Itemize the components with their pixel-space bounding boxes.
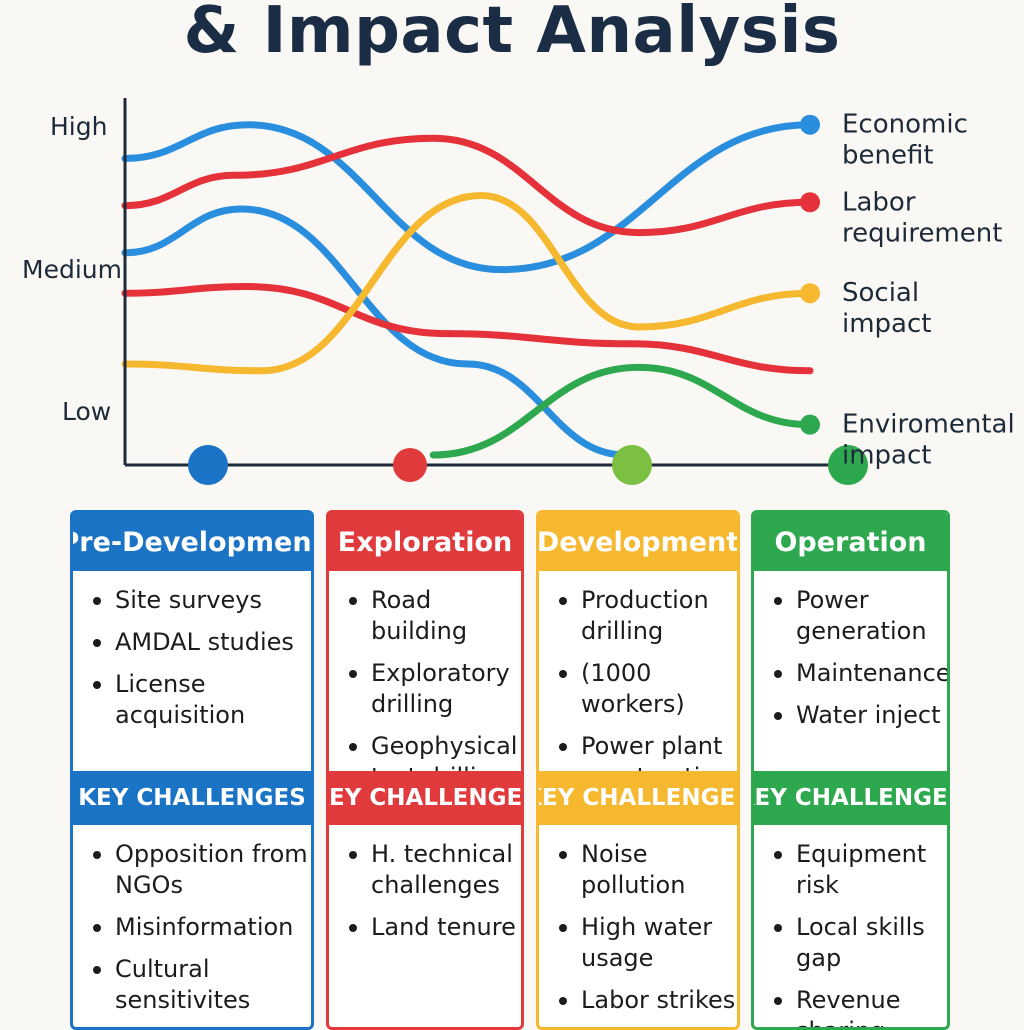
secondary-curve-1 — [121, 282, 814, 375]
phase-card-pre-development: Pre-Development Site surveys AMDAL studies… — [70, 510, 314, 1030]
challenge-item: Local skills gap — [768, 912, 947, 974]
legend-label: Social impact — [842, 278, 931, 339]
activity-item: Water inject — [768, 700, 947, 731]
series-line-1 — [121, 134, 814, 237]
challenge-item: High water usage — [553, 912, 737, 974]
challenge-item: Opposition from NGOs — [87, 839, 311, 901]
impact-line-chart: High Medium Low Economic benefit Labor requir… — [22, 98, 1015, 485]
series-end-marker-0 — [800, 114, 820, 135]
secondary-curve-0 — [121, 205, 629, 459]
challenge-item: Misinformation — [87, 912, 311, 943]
series-end-marker-1 — [800, 192, 820, 213]
challenge-item: Equipment risk — [768, 839, 947, 901]
challenge-item: Labor strikes — [553, 985, 737, 1016]
y-level-label: High — [50, 112, 107, 141]
activity-item: AMDAL studies — [87, 627, 311, 658]
phase-title: Pre-Development — [73, 513, 311, 571]
challenge-item: Revenue sharing — [768, 985, 947, 1027]
series-line-3 — [429, 363, 814, 459]
series-end-marker-2 — [800, 283, 820, 304]
stage-marker — [612, 445, 652, 485]
activity-item: Maintenance — [768, 658, 947, 689]
y-level-label: Low — [62, 397, 111, 426]
phase-card-development: Development Production drilling (1000 work… — [536, 510, 740, 1030]
activity-list: Production drilling (1000 workers) Power p… — [539, 571, 737, 793]
key-challenges-header: KEY CHALLENGES — [73, 771, 311, 825]
activity-list: Site surveys AMDAL studies License acquisi… — [73, 571, 311, 731]
phase-card-operation: Operation Power generation Maintenance Wate… — [751, 510, 950, 1030]
activity-item: (1000 workers) — [553, 658, 737, 720]
activity-list: Road building Exploratory drilling Geophys… — [329, 571, 521, 793]
legend-label: Labor requirement — [842, 187, 1002, 248]
challenge-list: Noise pollution High water usage Labor str… — [539, 825, 737, 1027]
activity-item: Production drilling — [553, 585, 737, 647]
stage-marker — [188, 445, 228, 485]
challenge-item: Cultural sensitivites — [87, 954, 311, 1016]
legend-label: Enviromental impact — [842, 410, 1015, 471]
challenge-item: Land tenure — [343, 912, 521, 943]
series-end-marker-3 — [800, 414, 820, 435]
challenge-item: H. technical challenges — [343, 839, 521, 901]
activity-item: Power generation — [768, 585, 947, 647]
challenge-item: Noise pollution — [553, 839, 737, 901]
challenge-list: H. technical challenges Land tenure — [329, 825, 521, 954]
phase-card-exploration: Exploration Road building Exploratory dril… — [326, 510, 524, 1030]
activity-list: Power generation Maintenance Water inject — [754, 571, 947, 731]
activity-item: Site surveys — [87, 585, 311, 616]
challenge-list: Opposition from NGOs Misinformation Cultur… — [73, 825, 311, 1027]
stage-marker — [393, 448, 427, 482]
phase-title: Operation — [754, 513, 947, 571]
key-challenges-header: KEY CHALLENGES — [329, 771, 521, 825]
challenge-list: Equipment risk Local skills gap Revenue sh… — [754, 825, 947, 1027]
activity-item: Road building — [343, 585, 521, 647]
phase-title: Exploration — [329, 513, 521, 571]
activity-item: License acquisition — [87, 669, 311, 731]
activity-item: Exploratory drilling — [343, 658, 521, 720]
phase-title: Development — [539, 513, 737, 571]
series-line-2 — [121, 192, 814, 375]
key-challenges-header: KEY CHALLENGES — [539, 771, 737, 825]
legend-label: Economic benefit — [842, 110, 968, 171]
series-line-0 — [121, 121, 814, 274]
y-level-label: Medium — [22, 255, 122, 284]
key-challenges-header: KEY CHALLENGES — [754, 771, 947, 825]
stage-marker — [828, 445, 868, 485]
page-title: & Impact Analysis — [183, 0, 841, 68]
